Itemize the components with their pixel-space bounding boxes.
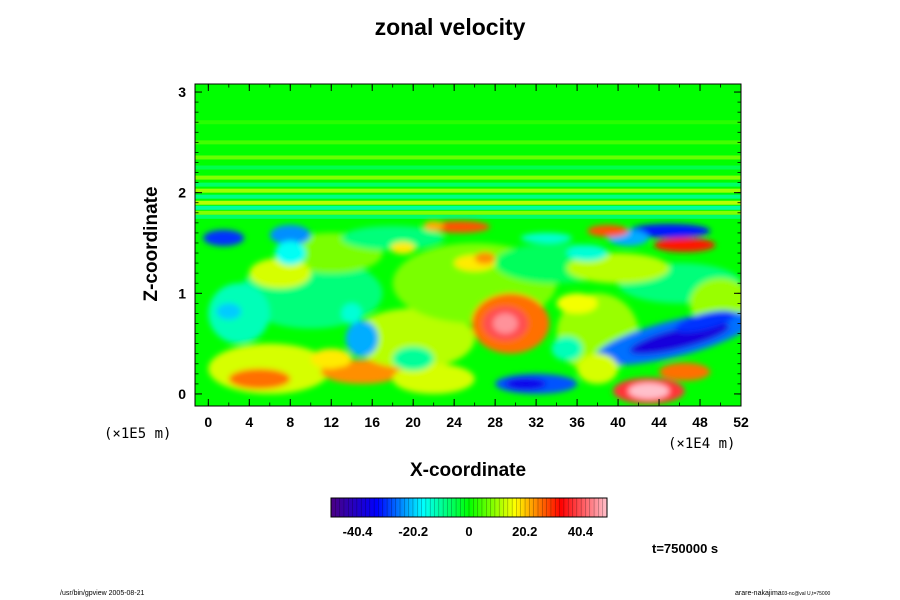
- velocity-cell: [628, 223, 711, 238]
- y-axis-multiplier: (×1E5 m): [104, 426, 172, 442]
- band: [195, 140, 741, 145]
- colorbar-tick-label: -40.4: [343, 524, 373, 539]
- velocity-cell: [628, 382, 670, 399]
- x-tick-label: 52: [733, 414, 749, 430]
- y-axis: 0 1 2 3: [178, 84, 741, 402]
- footer-right: arare-nakajima03-nc@val U,t=75000: [735, 590, 830, 597]
- footer-right-main: arare-nakajima: [735, 590, 782, 597]
- x-tick-label: 12: [323, 414, 339, 430]
- velocity-cell: [351, 308, 475, 369]
- colorbar: -40.4 -20.2 0 20.2 40.4: [330, 497, 608, 539]
- velocity-cell: [269, 224, 311, 245]
- colorbar-tick-label: 0: [465, 524, 472, 539]
- velocity-cell: [675, 310, 736, 333]
- velocity-cell: [551, 336, 583, 361]
- band: [195, 205, 741, 210]
- colorbar-gradient: [330, 497, 608, 518]
- x-tick-label: 32: [528, 414, 544, 430]
- velocity-cell: [556, 293, 598, 314]
- velocity-field: [203, 220, 741, 404]
- velocity-cell: [392, 346, 434, 371]
- chart-title: zonal velocity: [374, 14, 526, 40]
- velocity-cell: [428, 220, 491, 233]
- band: [195, 155, 741, 160]
- band: [195, 175, 741, 180]
- velocity-cell: [228, 368, 291, 389]
- band: [195, 214, 741, 219]
- velocity-cell: [203, 229, 245, 247]
- band: [195, 182, 741, 187]
- colorbar-tick-label: 20.2: [512, 524, 537, 539]
- x-tick-label: 8: [286, 414, 294, 430]
- time-label: t=750000 s: [652, 541, 719, 556]
- colorbar-tick-label: -20.2: [398, 524, 428, 539]
- velocity-cell: [392, 363, 475, 394]
- y-tick-label: 3: [178, 84, 186, 100]
- velocity-cell: [566, 245, 608, 262]
- velocity-cell: [577, 353, 619, 384]
- velocity-cell: [629, 322, 730, 355]
- velocity-cell: [653, 237, 716, 253]
- velocity-cell: [659, 362, 711, 381]
- y-tick-label: 1: [178, 285, 186, 301]
- velocity-cell: [345, 320, 379, 357]
- velocity-cell: [505, 377, 547, 390]
- x-tick-label: 0: [204, 414, 212, 430]
- x-tick-label: 28: [487, 414, 503, 430]
- x-tick-label: 24: [446, 414, 462, 430]
- stratified-bands: [195, 120, 741, 219]
- x-axis-multiplier: (×1E4 m): [668, 436, 736, 452]
- x-tick-label: 40: [610, 414, 626, 430]
- velocity-cell: [493, 313, 518, 334]
- colorbar-divisions: [335, 498, 603, 517]
- y-tick-label: 2: [178, 185, 186, 201]
- y-axis-label: Z-coordinate: [141, 186, 162, 302]
- band: [195, 188, 741, 193]
- footer-right-sub: 03-nc@val U,t=75000: [781, 591, 831, 597]
- colorbar-ticks: -40.4 -20.2 0 20.2 40.4: [343, 524, 594, 539]
- velocity-cell: [341, 303, 362, 324]
- x-tick-label: 44: [651, 414, 667, 430]
- band: [195, 210, 741, 215]
- velocity-cell: [587, 224, 629, 237]
- plot-area: [194, 83, 742, 407]
- velocity-cell: [249, 258, 311, 289]
- velocity-cell: [423, 220, 444, 231]
- velocity-cell: [274, 240, 306, 266]
- x-tick-label: 16: [364, 414, 380, 430]
- band: [195, 165, 741, 170]
- x-axis: 0 4 8 12 16 20 24 28 32 36 40 44 48 52: [204, 84, 749, 430]
- x-tick-label: 48: [692, 414, 708, 430]
- band: [195, 194, 741, 199]
- x-tick-label: 36: [569, 414, 585, 430]
- velocity-cell: [326, 365, 388, 382]
- x-tick-label: 20: [405, 414, 421, 430]
- band: [195, 120, 741, 125]
- velocity-cell: [520, 232, 572, 243]
- velocity-cell: [341, 225, 444, 251]
- velocity-cell: [390, 241, 416, 255]
- velocity-cell: [216, 303, 242, 320]
- velocity-cell: [310, 348, 352, 369]
- y-tick-label: 0: [178, 386, 186, 402]
- x-axis-label: X-coordinate: [409, 460, 527, 481]
- x-tick-label: 4: [245, 414, 253, 430]
- colorbar-tick-label: 40.4: [568, 524, 594, 539]
- velocity-cell: [474, 252, 496, 265]
- footer-left: /usr/bin/gpview 2005-08-21: [60, 590, 145, 597]
- plot-frame: [194, 83, 742, 407]
- band: [195, 200, 741, 205]
